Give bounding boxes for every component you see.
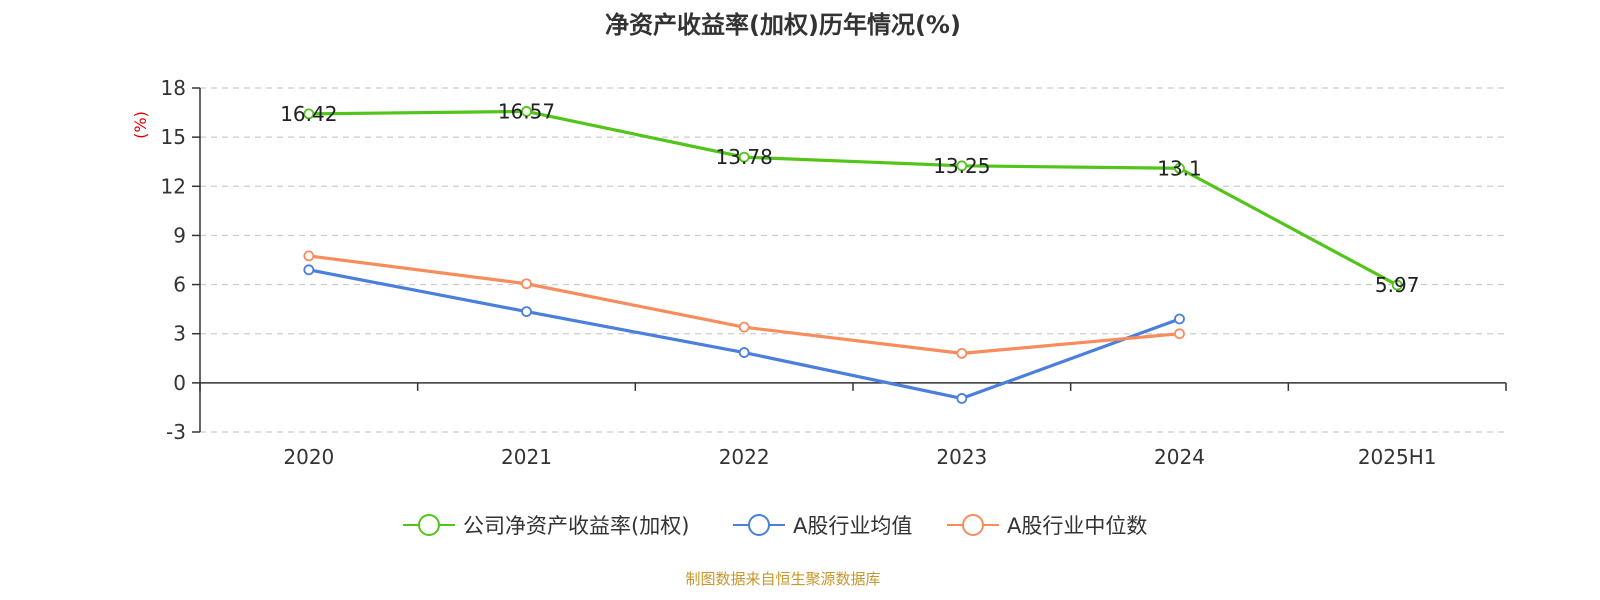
data-label: 13.1 (1157, 156, 1202, 180)
legend-item: 公司净资产收益率(加权) (403, 514, 689, 538)
x-tick-label: 2020 (283, 445, 334, 469)
y-tick-label: 18 (161, 76, 186, 100)
data-point (521, 106, 532, 117)
x-tick-label: 2024 (1154, 445, 1205, 469)
x-tick-label: 2025H1 (1358, 445, 1437, 469)
data-point (738, 151, 750, 163)
data-point (738, 347, 750, 358)
y-tick-label: 0 (173, 371, 186, 395)
grid (200, 87, 1506, 433)
y-tick-label: 9 (173, 223, 186, 247)
series-line (307, 254, 1182, 355)
legend-marker-icon (962, 514, 984, 536)
chart-title: 净资产收益率(加权)历年情况(%) (605, 11, 961, 39)
data-point (303, 250, 315, 262)
legend-marker-icon (418, 514, 440, 536)
y-tick-label: 15 (161, 125, 186, 149)
y-tick-label: 6 (173, 273, 186, 297)
data-point (1174, 328, 1185, 340)
data-point (1174, 313, 1185, 325)
y-tick-label: 3 (173, 322, 186, 346)
data-point (303, 264, 315, 276)
x-tick-label: 2022 (719, 445, 770, 469)
data-point (303, 108, 315, 120)
data-point (521, 306, 532, 318)
legend-item: A股行业均值 (733, 514, 912, 538)
data-point (521, 278, 532, 290)
legend-label: A股行业均值 (793, 514, 912, 538)
data-label: 16.42 (280, 102, 337, 126)
x-tick-label: 2021 (501, 445, 552, 469)
data-point (956, 160, 968, 172)
source-note: 制图数据来自恒生聚源数据库 (685, 570, 880, 588)
legend-marker-icon (748, 514, 770, 536)
y-tick-label: -3 (166, 420, 186, 444)
data-point (956, 347, 968, 359)
data-point (738, 321, 750, 333)
x-tick-label: 2023 (936, 445, 987, 469)
data-labels: 16.42 16.57 13.78 13.25 13.1 5.97 (280, 99, 1419, 297)
y-axis-unit-label: (%) (131, 111, 150, 139)
series-layer (303, 106, 1403, 404)
data-label: 13.25 (933, 154, 990, 178)
y-tick-label: 12 (161, 174, 186, 198)
series-line (307, 109, 1399, 287)
legend-label: 公司净资产收益率(加权) (463, 514, 689, 538)
legend-item: A股行业中位数 (947, 514, 1147, 538)
data-label: 13.78 (716, 145, 773, 169)
legend-label: A股行业中位数 (1007, 514, 1147, 538)
data-point (1174, 162, 1185, 174)
data-label: 5.97 (1375, 273, 1420, 297)
data-point (956, 393, 968, 404)
legend: 公司净资产收益率(加权) A股行业均值 A股行业中位数 (403, 514, 1147, 538)
data-point (1391, 279, 1403, 291)
axes: 18 15 12 9 6 3 0 -3 2020 2021 2022 2023 2024 2025H1 (161, 76, 1507, 469)
data-label: 16.57 (498, 99, 555, 123)
